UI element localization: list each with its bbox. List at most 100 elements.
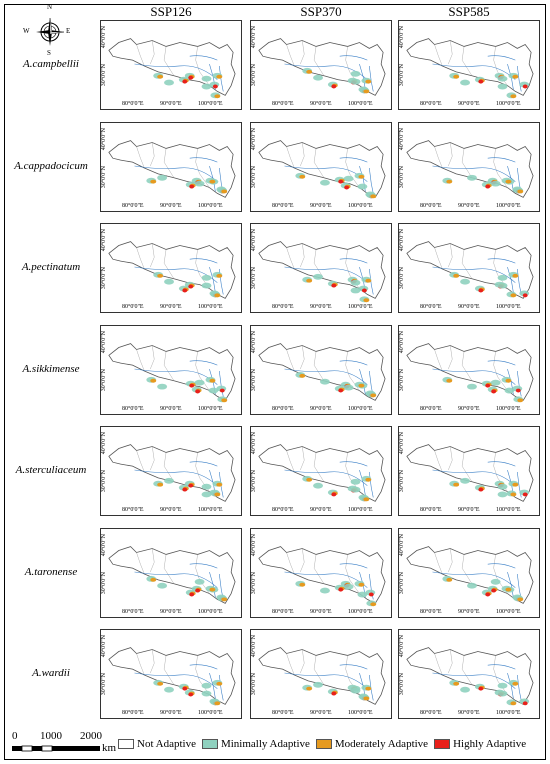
latitude-label: 30°0'0"N — [101, 267, 107, 290]
map-svg — [258, 38, 386, 96]
latitude-label: 40°0'0"N — [399, 330, 405, 353]
map-panel — [398, 527, 540, 618]
latitude-label: 30°0'0"N — [251, 470, 257, 493]
latitude-label: 30°0'0"N — [101, 470, 107, 493]
longitude-label: 100°0'0"E — [198, 304, 223, 310]
map-svg — [406, 241, 534, 299]
longitude-label: 80°0'0"E — [122, 202, 144, 209]
map-svg — [258, 241, 386, 303]
species-label: A.wardii — [32, 667, 70, 679]
map-panel — [250, 629, 392, 719]
longitude-label: 80°0'0"E — [272, 101, 294, 107]
longitude-label: 90°0'0"E — [458, 507, 480, 513]
longitude-label: 80°0'0"E — [122, 507, 144, 513]
map-panel — [398, 426, 540, 516]
longitude-label: 80°0'0"E — [272, 405, 294, 412]
longitude-label: 90°0'0"E — [160, 405, 182, 412]
latitude-label: 40°0'0"N — [399, 127, 405, 150]
map-svg — [258, 139, 386, 198]
map-svg — [406, 139, 534, 198]
species-label: A.pectinatum — [21, 261, 81, 273]
map-panel — [398, 121, 540, 212]
longitude-label: 100°0'0"E — [348, 608, 373, 615]
longitude-label: 80°0'0"E — [420, 101, 442, 107]
legend-label: Moderately Adaptive — [334, 738, 429, 750]
map-panel — [100, 324, 242, 415]
longitude-label: 90°0'0"E — [310, 101, 332, 107]
latitude-label: 30°0'0"N — [251, 571, 257, 594]
map-panel — [250, 223, 392, 313]
longitude-label: 100°0'0"E — [198, 507, 223, 513]
map-svg — [406, 444, 534, 502]
longitude-label: 80°0'0"E — [420, 608, 442, 615]
latitude-label: 30°0'0"N — [399, 673, 405, 696]
legend-swatch — [315, 739, 332, 749]
latitude-label: 30°0'0"N — [101, 368, 107, 391]
longitude-label: 90°0'0"E — [310, 710, 332, 716]
map-svg — [406, 545, 534, 604]
latitude-label: 40°0'0"N — [251, 635, 257, 658]
longitude-label: 100°0'0"E — [348, 101, 373, 107]
latitude-label: 30°0'0"N — [101, 571, 107, 594]
legend-label: Not Adaptive — [137, 738, 196, 750]
map-svg — [108, 342, 236, 402]
map-svg — [108, 38, 236, 99]
compass-east: E — [66, 27, 71, 35]
map-svg — [258, 545, 386, 606]
latitude-label: 30°0'0"N — [101, 64, 107, 87]
longitude-label: 90°0'0"E — [310, 405, 332, 412]
map-svg — [108, 241, 236, 299]
longitude-label: 100°0'0"E — [496, 202, 521, 209]
latitude-label: 40°0'0"N — [399, 635, 405, 658]
latitude-label: 30°0'0"N — [399, 368, 405, 391]
longitude-label: 90°0'0"E — [458, 202, 480, 209]
longitude-label: 80°0'0"E — [272, 608, 294, 615]
longitude-label: 100°0'0"E — [348, 507, 373, 513]
map-svg — [108, 647, 236, 706]
longitude-label: 80°0'0"E — [122, 101, 144, 107]
latitude-label: 30°0'0"N — [101, 673, 107, 696]
compass-south: S — [47, 49, 51, 57]
longitude-label: 100°0'0"E — [496, 101, 521, 107]
map-svg — [406, 342, 534, 402]
longitude-label: 90°0'0"E — [458, 304, 480, 310]
latitude-label: 30°0'0"N — [251, 165, 257, 188]
longitude-label: 90°0'0"E — [310, 304, 332, 310]
longitude-label: 100°0'0"E — [198, 405, 223, 412]
longitude-label: 90°0'0"E — [310, 507, 332, 513]
longitude-label: 90°0'0"E — [458, 608, 480, 615]
species-label: A.sikkimense — [22, 362, 80, 375]
map-panel — [398, 20, 540, 110]
map-panel — [398, 629, 540, 719]
longitude-label: 100°0'0"E — [348, 304, 373, 310]
longitude-label: 100°0'0"E — [348, 202, 373, 209]
latitude-label: 30°0'0"N — [251, 64, 257, 87]
longitude-label: 90°0'0"E — [458, 405, 480, 412]
latitude-label: 30°0'0"N — [251, 368, 257, 391]
map-svg — [258, 342, 386, 401]
compass-west: W — [23, 27, 30, 35]
species-label: A.campbellii — [23, 58, 79, 70]
latitude-label: 40°0'0"N — [251, 26, 257, 49]
legend-swatch — [434, 739, 451, 749]
longitude-label: 100°0'0"E — [496, 304, 521, 310]
longitude-label: 90°0'0"E — [160, 608, 182, 615]
longitude-label: 100°0'0"E — [198, 608, 223, 615]
legend-item: Minimally Adaptive — [201, 738, 310, 750]
scale-tick: 1000 — [40, 730, 62, 742]
figure-frame — [4, 4, 546, 760]
map-svg — [406, 38, 534, 99]
latitude-label: 30°0'0"N — [101, 165, 107, 188]
map-panel — [250, 426, 392, 516]
longitude-label: 90°0'0"E — [160, 101, 182, 107]
map-panel — [100, 223, 242, 313]
legend-item: Highly Adaptive — [434, 738, 526, 750]
compass-north: N — [47, 3, 53, 11]
scenario-header: SSP585 — [448, 4, 490, 19]
scenario-header: SSP370 — [300, 4, 342, 19]
latitude-label: 40°0'0"N — [101, 533, 107, 556]
longitude-label: 100°0'0"E — [496, 710, 521, 716]
longitude-label: 100°0'0"E — [198, 101, 223, 107]
longitude-label: 100°0'0"E — [496, 507, 521, 513]
latitude-label: 40°0'0"N — [101, 330, 107, 353]
